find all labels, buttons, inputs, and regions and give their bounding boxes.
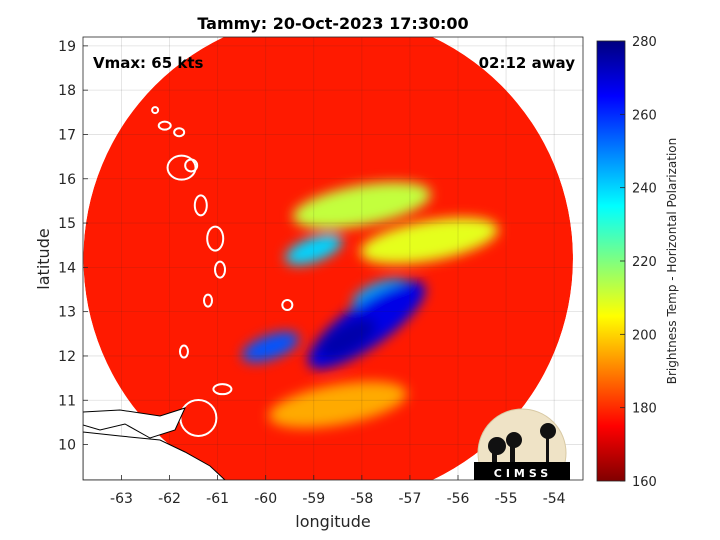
y-tick-label: 19	[58, 39, 76, 55]
y-tick-label: 12	[58, 349, 76, 365]
island-coastline	[178, 344, 189, 359]
rainband-core-mark	[318, 318, 377, 359]
island-coastline	[151, 106, 160, 115]
colorbar: 160 180 200 220 240 260 280 Brightness Temp - …	[596, 35, 679, 490]
colorbar-tick-label: 280	[632, 35, 657, 50]
y-ticks: 10 11 12 13 14 15 16 17 18 19	[58, 39, 88, 454]
mainland-coast	[83, 407, 186, 439]
island-coastline	[173, 127, 186, 138]
vmax-annotation: Vmax: 65 kts	[93, 54, 203, 72]
y-tick-label: 17	[58, 127, 76, 143]
x-tick-label: -57	[398, 491, 421, 507]
island-coastline	[193, 194, 208, 217]
outer-band-mark	[360, 217, 499, 264]
y-tick-label: 13	[58, 305, 76, 321]
coastlines	[83, 106, 294, 480]
colorbar-tick-label: 260	[632, 108, 657, 123]
cimss-logo-text: CIMSS	[494, 467, 552, 480]
x-tick-label: -55	[495, 491, 518, 507]
cimss-logo: CIMSS	[474, 408, 570, 480]
brightness-temperature-swath	[83, 37, 573, 480]
island-coastline	[206, 225, 225, 252]
y-tick-label: 11	[58, 393, 76, 409]
outer-band-mark	[268, 381, 407, 428]
x-tick-label: -58	[350, 491, 373, 507]
y-tick-label: 10	[58, 438, 76, 454]
colorbar-tick-label: 220	[632, 255, 657, 270]
island-coastline	[212, 383, 233, 396]
island-coastline	[184, 158, 199, 173]
outer-band-mark	[292, 182, 431, 229]
x-ticks: -63 -62 -61 -60 -59 -58 -57 -56 -55 -54	[110, 475, 566, 507]
x-tick-label: -54	[543, 491, 566, 507]
time-away-annotation: 02:12 away	[479, 54, 576, 72]
colorbar-tick-label: 240	[632, 182, 657, 197]
x-tick-label: -56	[447, 491, 470, 507]
y-tick-label: 18	[58, 83, 76, 99]
island-coastline	[166, 154, 197, 181]
island-coastline	[203, 293, 213, 308]
island-coastline	[214, 260, 227, 279]
y-axis-label: latitude	[34, 228, 53, 289]
y-tick-label: 14	[58, 260, 76, 276]
x-tick-label: -59	[302, 491, 325, 507]
rainband-mark	[242, 331, 299, 363]
x-tick-label: -60	[254, 491, 277, 507]
plot-frame	[82, 36, 584, 481]
colorbar-ticks: 160 180 200 220 240 260 280	[620, 35, 657, 490]
x-axis-label: longitude	[295, 512, 370, 531]
x-tick-label: -61	[206, 491, 229, 507]
grid	[83, 37, 583, 480]
rainband-mark	[285, 234, 343, 265]
swath-background	[83, 37, 573, 480]
x-tick-label: -62	[158, 491, 181, 507]
colorbar-tick-label: 200	[632, 328, 657, 343]
plot-area: -63 -62 -61 -60 -59 -58 -57 -56 -55 -54 101112131…	[58, 36, 584, 507]
x-tick-label: -63	[110, 491, 133, 507]
island-coastline	[157, 120, 172, 131]
colorbar-tick-label: 180	[632, 402, 657, 417]
mainland-interior	[83, 431, 226, 480]
island-coastline	[281, 299, 294, 312]
y-tick-label: 16	[58, 172, 76, 188]
colorbar-tick-label: 160	[632, 475, 657, 490]
chart-title: Tammy: 20-Oct-2023 17:30:00	[197, 14, 468, 33]
y-tick-label: 15	[58, 216, 76, 232]
colorbar-label: Brightness Temp - Horizontal Polarizatio…	[665, 138, 679, 385]
